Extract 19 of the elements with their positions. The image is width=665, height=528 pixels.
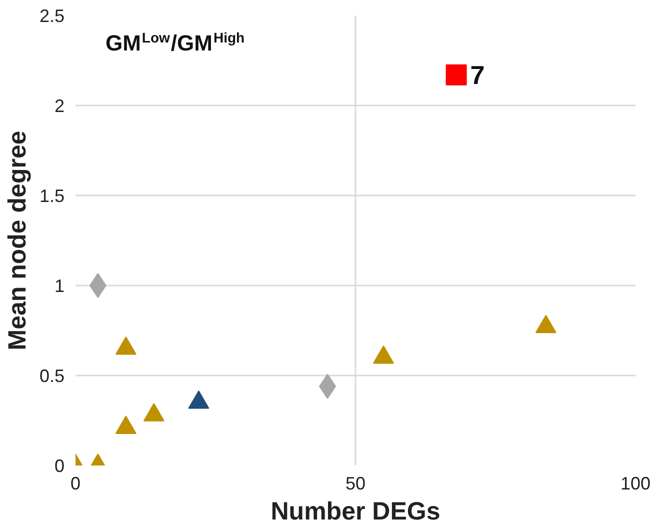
point	[373, 345, 394, 364]
point	[115, 336, 136, 355]
point	[115, 416, 136, 434]
y-tick-label: 2	[54, 96, 65, 116]
x-axis-title: Number DEGs	[270, 498, 440, 526]
x-tick-label: 100	[620, 474, 651, 494]
y-tick-label: 1	[54, 276, 65, 296]
point	[143, 403, 164, 422]
point	[446, 64, 467, 86]
y-axis-title: Mean node degree	[3, 130, 32, 350]
y-tick-label: 0.5	[39, 366, 65, 386]
y-tick-label: 2.5	[39, 6, 65, 26]
point	[535, 314, 556, 334]
annotation: 7	[470, 60, 485, 90]
y-tick-label: 0	[54, 456, 65, 476]
x-tick-label: 0	[70, 474, 81, 494]
x-tick-label: 50	[345, 474, 366, 494]
point	[188, 390, 210, 409]
y-tick-label: 1.5	[39, 186, 65, 206]
